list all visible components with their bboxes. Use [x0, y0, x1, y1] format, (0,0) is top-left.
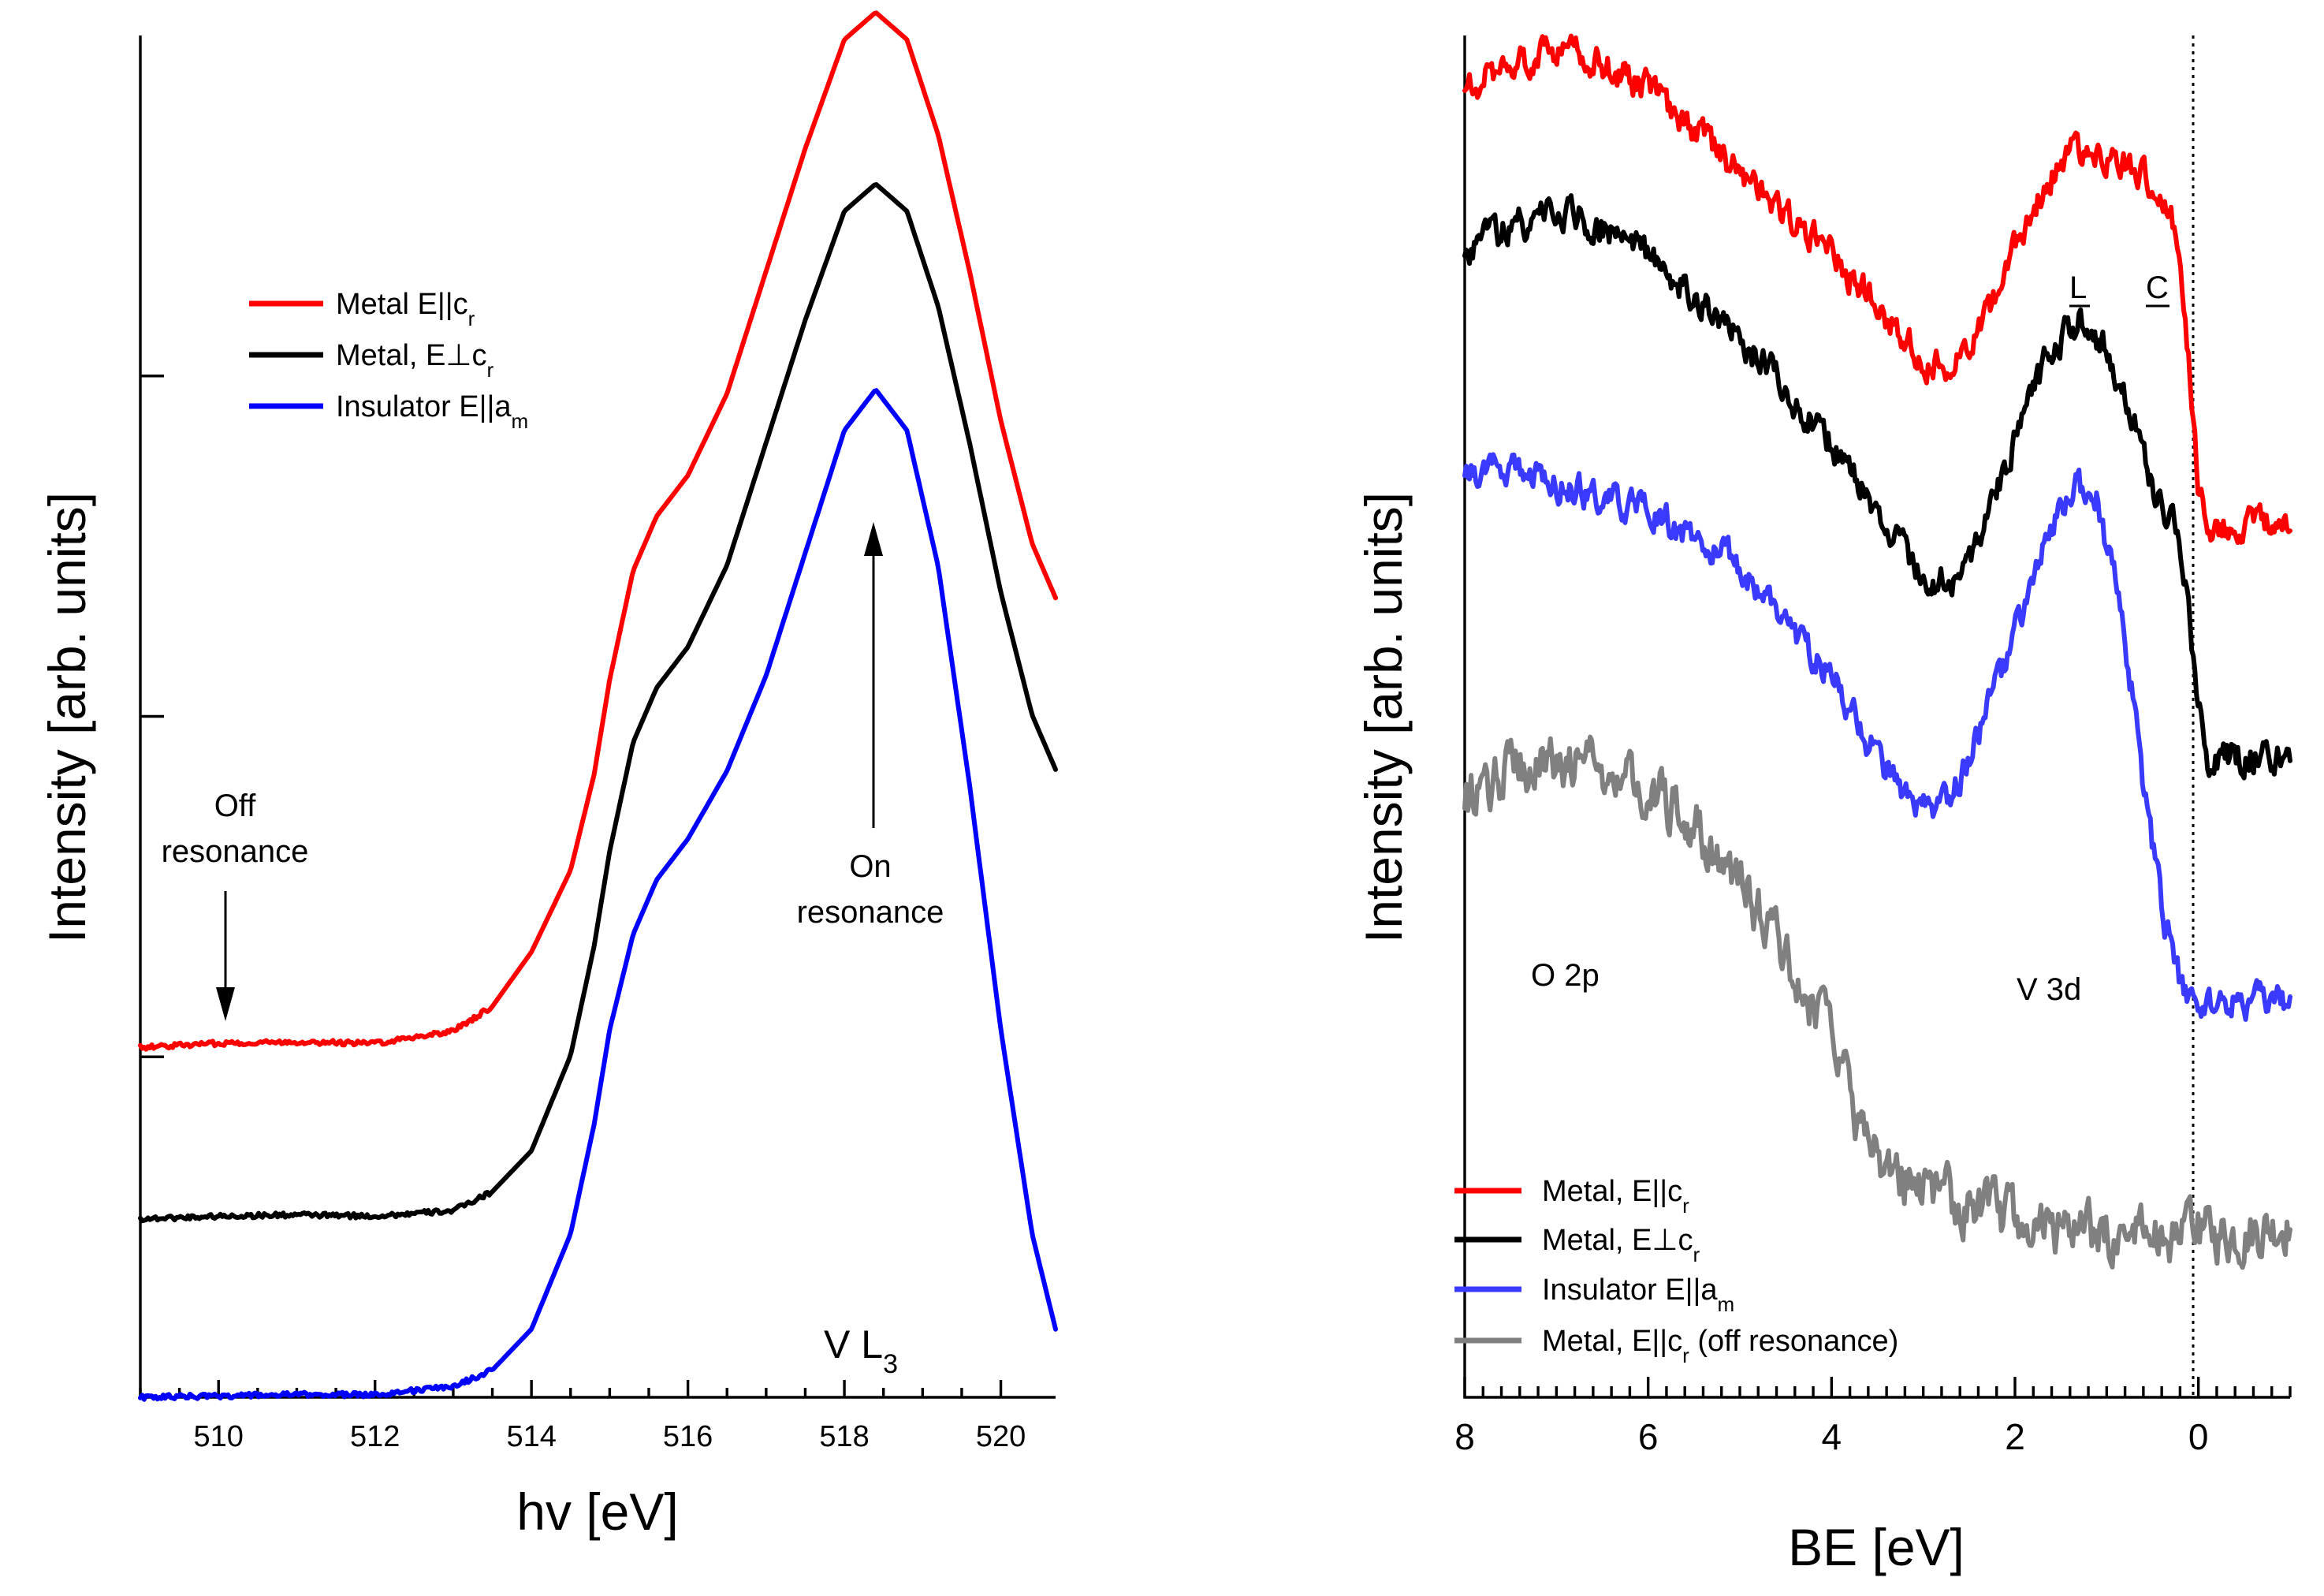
left-legend: Metal E||cr Metal, E⊥cr Insulator E||am [249, 288, 528, 433]
left-y-axis-label: Intensity [arb. units] [38, 492, 96, 943]
left-series-line-1 [138, 182, 1058, 1224]
right-legend-label-black: Metal, E⊥cr [1542, 1224, 1700, 1266]
left-x-tick-label: 512 [350, 1420, 400, 1453]
right-legend-label-gray: Metal, E||cr (off resonance) [1542, 1325, 1898, 1367]
off-resonance-label-line2: resonance [162, 834, 309, 869]
on-resonance-label-line2: resonance [797, 895, 944, 930]
right-legend: Metal, E||cr Metal, E⊥cr Insulator E||am… [1454, 1175, 1898, 1367]
on-resonance-label-line1: On [849, 849, 891, 884]
left-x-axis-label: hv [eV] [516, 1482, 678, 1541]
right-x-tick-label: 4 [1822, 1416, 1842, 1457]
right-y-axis-label: Intensity [arb. units] [1354, 492, 1413, 943]
right-x-tick-label: 6 [1638, 1416, 1659, 1457]
off-resonance-arrow-head [216, 987, 235, 1021]
left-legend-label-black: Metal, E⊥cr [336, 339, 493, 382]
right-series-line-3 [1462, 734, 2292, 1270]
left-legend-label-blue: Insulator E||am [336, 390, 528, 433]
peak-l-label: L [2069, 270, 2087, 305]
o2p-label: O 2p [1531, 958, 1600, 993]
edge-label-v-l3: V L3 [824, 1322, 898, 1379]
right-chart-panel: 8 6 4 2 0 BE [eV] Intensity [arb. units] O 2… [1354, 33, 2292, 1576]
right-legend-label-red: Metal, E||cr [1542, 1175, 1689, 1218]
right-x-tick-label: 8 [1454, 1416, 1475, 1457]
left-x-tick-label: 518 [819, 1420, 869, 1453]
left-series-line-2 [138, 388, 1058, 1402]
left-series-line-0 [138, 10, 1058, 1052]
right-x-tick-label: 0 [2188, 1416, 2209, 1457]
on-resonance-arrow-head [864, 522, 883, 556]
left-chart-panel: 510 512 514 516 518 520 hv [eV] Intensity [ar… [38, 10, 1058, 1541]
right-series-line-0 [1462, 33, 2292, 545]
left-x-tick-label: 516 [663, 1420, 713, 1453]
left-legend-label-red: Metal E||cr [336, 288, 475, 330]
peak-c-label: C [2146, 270, 2169, 305]
v3d-label: V 3d [2017, 972, 2081, 1007]
right-series-line-2 [1462, 452, 2292, 1022]
left-x-tick-label: 510 [194, 1420, 244, 1453]
right-x-axis-label: BE [eV] [1788, 1518, 1965, 1576]
off-resonance-label-line1: Off [214, 789, 257, 823]
right-series-line-1 [1462, 193, 2292, 781]
left-x-tick-label: 520 [976, 1420, 1026, 1453]
left-x-tick-label: 514 [506, 1420, 556, 1453]
right-legend-label-blue: Insulator E||am [1542, 1273, 1734, 1316]
right-x-tick-label: 2 [2005, 1416, 2025, 1457]
